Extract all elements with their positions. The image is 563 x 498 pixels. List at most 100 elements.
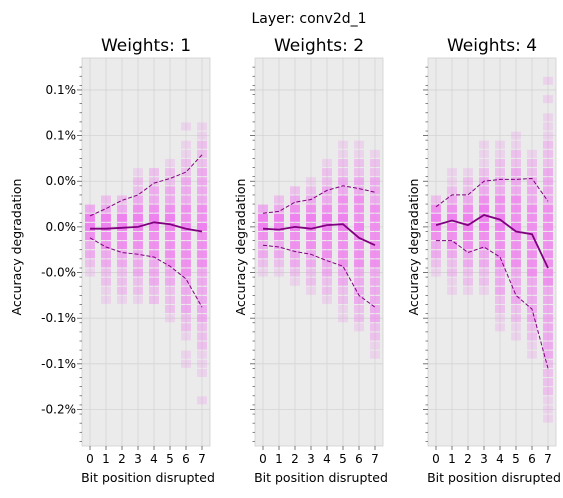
heatmap-cell [495, 204, 505, 213]
heatmap-cell [322, 241, 332, 250]
heatmap-cell [338, 286, 348, 295]
heatmap-cell [479, 241, 489, 250]
heatmap-cell [181, 295, 191, 304]
heatmap-cell [338, 305, 348, 314]
x-tick-label: 1 [448, 452, 456, 466]
heatmap-cell [258, 241, 268, 250]
heatmap-cell [543, 350, 553, 359]
heatmap-cell [495, 213, 505, 222]
heatmap-cell [447, 222, 457, 231]
heatmap-cell [431, 259, 441, 268]
heatmap-cell [511, 232, 521, 241]
heatmap-cell [527, 350, 537, 359]
y-tick-label: 0.1% [46, 83, 77, 97]
panel-title: Weights: 1 [101, 36, 191, 56]
heatmap-cell [543, 140, 553, 149]
heatmap-cell [370, 213, 380, 222]
heatmap-cell [479, 140, 489, 149]
heatmap-cell [543, 177, 553, 186]
heatmap-cell [181, 222, 191, 231]
heatmap-cell [463, 177, 473, 186]
heatmap-cell [117, 213, 127, 222]
heatmap-cell [370, 158, 380, 168]
heatmap-cell [495, 140, 505, 149]
heatmap-cell [258, 250, 268, 259]
heatmap-cell [181, 158, 191, 168]
heatmap-cell [290, 186, 300, 195]
y-tick-label: 0.1% [46, 129, 77, 143]
heatmap-cell [290, 268, 300, 277]
x-tick-label: 7 [371, 452, 379, 466]
heatmap-cell [479, 277, 489, 286]
heatmap-cell [511, 250, 521, 259]
heatmap-cell [527, 149, 537, 158]
heatmap-cell [354, 250, 364, 259]
heatmap-cell [306, 222, 316, 231]
heatmap-cell [274, 250, 284, 259]
heatmap-cell [447, 259, 457, 268]
heatmap-cell [447, 186, 457, 195]
heatmap-cell [370, 186, 380, 195]
heatmap-cell [354, 259, 364, 268]
series-lower-line [436, 240, 549, 369]
heatmap-cell [290, 195, 300, 204]
heatmap-cell [511, 241, 521, 250]
heatmap-cell [479, 259, 489, 268]
heatmap-cell [495, 158, 505, 168]
heatmap-cell [338, 195, 348, 204]
heatmap-cell [447, 250, 457, 259]
heatmap-cell [181, 149, 191, 158]
heatmap-cell [354, 149, 364, 158]
heatmap-cell [370, 277, 380, 286]
heatmap-cell [133, 168, 143, 177]
heatmap-cell [495, 314, 505, 323]
x-tick-label: 1 [102, 452, 110, 466]
x-tick-label: 5 [166, 452, 174, 466]
heatmap-cell [181, 305, 191, 314]
heatmap-cell [133, 177, 143, 186]
heatmap-cell [527, 168, 537, 177]
heatmap-cell [511, 259, 521, 268]
heatmap-cell [527, 332, 537, 341]
heatmap-cell [117, 250, 127, 259]
x-axis-label: Bit position disrupted [81, 470, 215, 485]
heatmap-cell [527, 268, 537, 277]
heatmap-cell [511, 268, 521, 277]
heatmap-cell [447, 177, 457, 186]
panel-1: 0.1% 0.1% 0.0% 0.0% -0.0% -0.1% -0.1% -0.2% 0 1 2 3… [9, 36, 215, 485]
heatmap-cell [463, 195, 473, 204]
heatmap-cell [101, 277, 111, 286]
heatmap-cell [117, 295, 127, 304]
heatmap-cell [511, 305, 521, 314]
heatmap-cell [431, 204, 441, 213]
heatmap-cell [197, 368, 207, 377]
heatmap-cell [197, 350, 207, 359]
heatmap-cell [543, 414, 553, 423]
heatmap-cell [495, 195, 505, 204]
heatmap-cell [463, 168, 473, 177]
heatmap-cell [181, 186, 191, 195]
heatmap-cell [354, 241, 364, 250]
heatmap-cell [338, 168, 348, 177]
heatmap-cell [370, 332, 380, 341]
heatmap-cell [197, 204, 207, 213]
heatmap-cell [181, 332, 191, 341]
heatmap-cell [149, 295, 159, 304]
heatmap-cell [370, 305, 380, 314]
heatmap-cell [527, 241, 537, 250]
x-tick-label: 0 [86, 452, 94, 466]
heatmap-cell [338, 204, 348, 213]
heatmap-cell [258, 232, 268, 241]
heatmap-cell [274, 259, 284, 268]
heatmap-cell [338, 158, 348, 168]
heatmap-cell [306, 232, 316, 241]
heatmap-cell [370, 149, 380, 158]
heatmap-cell [354, 314, 364, 323]
heatmap-cell [133, 259, 143, 268]
heatmap-cell [447, 241, 457, 250]
heatmap-cell [543, 277, 553, 286]
heatmap-cell [527, 213, 537, 222]
heatmap-cell [274, 213, 284, 222]
heatmap-cell [133, 277, 143, 286]
